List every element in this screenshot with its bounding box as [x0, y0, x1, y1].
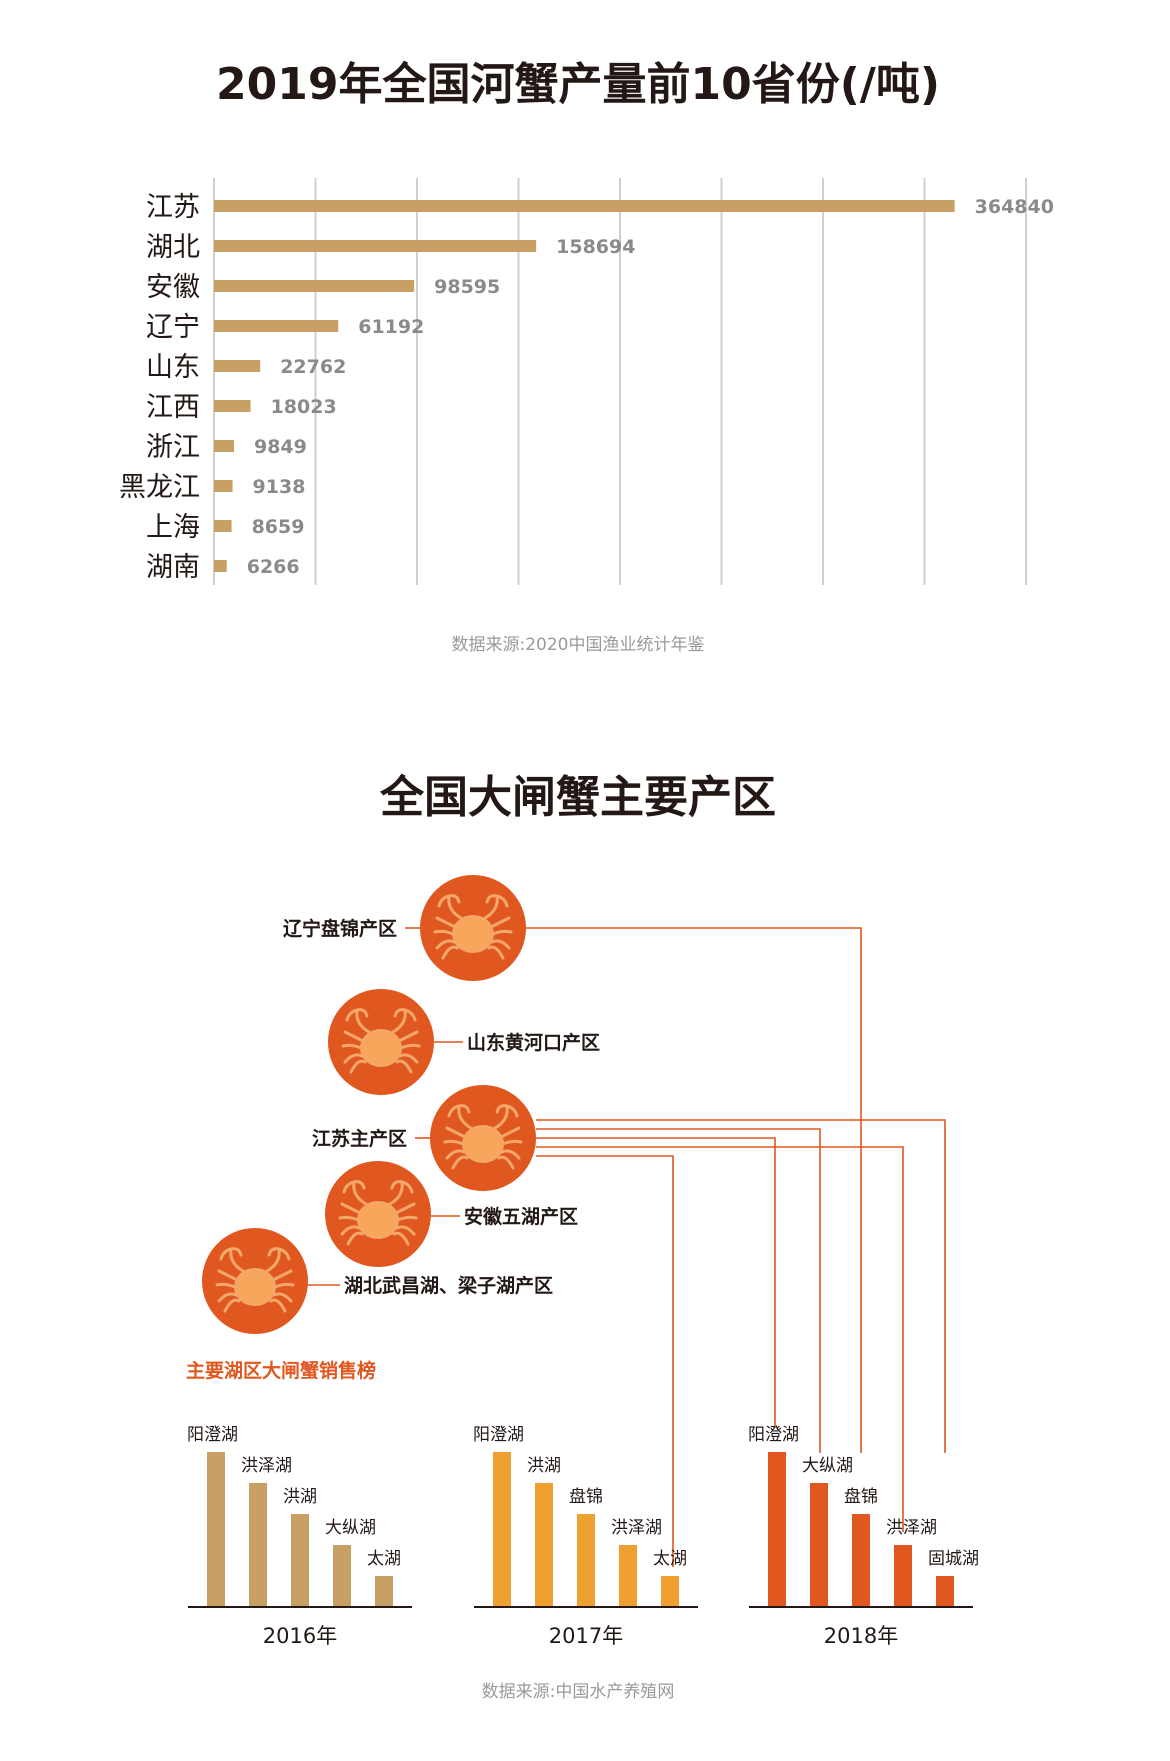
bar [214, 240, 537, 252]
category-label: 江西 [146, 392, 200, 423]
bar [619, 1545, 637, 1607]
bar [291, 1514, 309, 1607]
region-node: 湖北武昌湖、梁子湖产区 [202, 1228, 553, 1334]
bar [214, 480, 233, 492]
bar [577, 1514, 595, 1607]
lake-label: 洪湖 [527, 1456, 561, 1476]
lake-label: 太湖 [653, 1549, 687, 1569]
category-label: 江苏 [146, 192, 200, 223]
value-label: 22762 [280, 356, 346, 378]
value-label: 61192 [358, 316, 424, 338]
category-label: 浙江 [146, 432, 200, 463]
source-note-1: 数据来源:2020中国渔业统计年鉴 [452, 635, 705, 655]
category-label: 黑龙江 [119, 472, 200, 503]
value-label: 98595 [434, 276, 500, 298]
region-node: 安徽五湖产区 [325, 1161, 578, 1267]
lake-label: 阳澄湖 [473, 1425, 524, 1445]
bar [214, 360, 261, 372]
category-label: 辽宁 [146, 312, 200, 343]
lake-label: 洪泽湖 [611, 1518, 662, 1538]
bar [214, 440, 234, 452]
ranking-title: 主要湖区大闸蟹销售榜 [186, 1359, 376, 1382]
bar [214, 520, 232, 532]
year-label: 2018年 [824, 1624, 898, 1648]
lake-label: 阳澄湖 [748, 1425, 799, 1445]
connector-lines [526, 927, 946, 1567]
connector-line [536, 1128, 821, 1453]
lake-label: 大纵湖 [802, 1456, 853, 1476]
lake-label: 洪泽湖 [241, 1456, 292, 1476]
lake-label: 固城湖 [928, 1549, 979, 1569]
value-label: 9849 [254, 436, 307, 458]
crab-icon [433, 894, 513, 960]
year-label: 2017年 [549, 1624, 623, 1648]
bar [249, 1483, 267, 1607]
value-label: 9138 [253, 476, 306, 498]
connector-line [536, 1119, 946, 1453]
value-label: 6266 [247, 556, 300, 578]
bar-chart-title: 2019年全国河蟹产量前10省份(/吨) [216, 59, 940, 110]
crab-icon [341, 1008, 421, 1074]
year-label: 2016年 [263, 1624, 337, 1648]
lake-label: 洪泽湖 [886, 1518, 937, 1538]
source-note-2: 数据来源:中国水产养殖网 [482, 1682, 675, 1702]
ranking-charts: 阳澄湖洪泽湖洪湖大纵湖太湖2016年阳澄湖洪湖盘锦洪泽湖太湖2017年阳澄湖大纵… [187, 1425, 979, 1648]
bar-series: 江苏 364840 湖北 158694 安徽 98595 辽宁 61192 山东 22762 江西 1… [119, 192, 1054, 583]
region-label: 安徽五湖产区 [464, 1205, 578, 1228]
bar [535, 1483, 553, 1607]
bar [936, 1576, 954, 1607]
bar [852, 1514, 870, 1607]
lake-label: 太湖 [367, 1549, 401, 1569]
category-label: 安徽 [146, 272, 200, 303]
region-label: 辽宁盘锦产区 [283, 917, 397, 940]
bar [214, 560, 227, 572]
connector-line [536, 1146, 904, 1532]
bar [894, 1545, 912, 1607]
bar [214, 200, 955, 212]
category-label: 湖北 [146, 232, 200, 263]
diagram-title: 全国大闸蟹主要产区 [379, 772, 776, 823]
bar [214, 320, 339, 332]
lake-label: 盘锦 [844, 1487, 878, 1507]
crab-icon [443, 1104, 523, 1170]
region-label: 江苏主产区 [312, 1127, 407, 1150]
crab-icon [215, 1247, 295, 1313]
connector-line [536, 1155, 674, 1567]
bar [207, 1452, 225, 1607]
region-node: 山东黄河口产区 [328, 989, 600, 1095]
bar [493, 1452, 511, 1607]
bar [810, 1483, 828, 1607]
bar [375, 1576, 393, 1607]
category-label: 湖南 [146, 552, 200, 583]
category-label: 山东 [146, 352, 200, 383]
category-label: 上海 [146, 512, 200, 543]
lake-label: 洪湖 [283, 1487, 317, 1507]
crab-icon [338, 1180, 418, 1246]
region-node: 江苏主产区 [312, 1085, 536, 1191]
lake-label: 盘锦 [569, 1487, 603, 1507]
value-label: 364840 [975, 196, 1054, 218]
bar [333, 1545, 351, 1607]
lake-label: 阳澄湖 [187, 1425, 238, 1445]
connector-line [526, 927, 862, 1453]
bar [214, 400, 251, 412]
value-label: 18023 [271, 396, 337, 418]
region-label: 山东黄河口产区 [467, 1031, 600, 1054]
bar [768, 1452, 786, 1607]
region-node: 辽宁盘锦产区 [283, 875, 526, 981]
value-label: 8659 [252, 516, 305, 538]
bar [661, 1576, 679, 1607]
connector-line [536, 1137, 776, 1428]
region-label: 湖北武昌湖、梁子湖产区 [344, 1274, 553, 1297]
lake-label: 大纵湖 [325, 1518, 376, 1538]
value-label: 158694 [556, 236, 635, 258]
bar [214, 280, 415, 292]
